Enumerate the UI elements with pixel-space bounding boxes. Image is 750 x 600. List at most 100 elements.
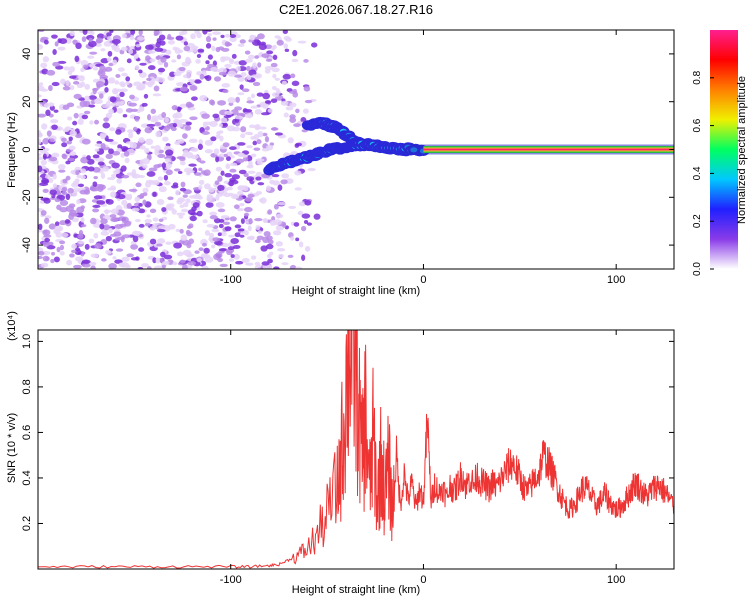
spectrogram-noise-cell xyxy=(271,174,280,178)
spectrogram-noise-cell xyxy=(69,30,75,37)
spectrogram-noise-cell xyxy=(48,223,57,230)
spectrogram-noise-cell xyxy=(233,244,241,250)
spectrogram-noise-cell xyxy=(79,100,88,108)
spectrogram-noise-cell xyxy=(84,243,90,250)
spectrogram-noise-cell xyxy=(237,92,245,96)
spectrogram-noise-cell xyxy=(208,237,214,242)
spectrogram-noise-cell xyxy=(215,46,221,53)
spectrogram-noise-cell xyxy=(234,232,241,238)
spectrogram-noise-cell xyxy=(146,171,156,177)
spectrogram-noise-cell xyxy=(263,231,271,237)
spectrogram-noise-cell xyxy=(230,238,240,244)
spectrogram-noise-cell xyxy=(267,108,273,113)
spectrogram-noise-cell xyxy=(81,259,91,264)
spectrogram-noise-cell xyxy=(303,219,309,224)
spectrogram-noise-cell xyxy=(192,202,200,208)
spectrogram-noise-cell xyxy=(217,100,227,106)
spectrogram-noise-cell xyxy=(84,95,90,101)
spectrogram-noise-cell xyxy=(255,176,262,181)
spectrogram-noise-cell xyxy=(202,219,208,224)
spectrogram-noise-cell xyxy=(260,41,266,46)
spectrogram-noise-cell xyxy=(244,50,251,55)
spectrogram-noise-cell xyxy=(41,123,48,130)
spectrogram-noise-cell xyxy=(165,169,173,176)
spectrogram-noise-cell xyxy=(148,167,158,172)
spectrogram-noise-cell xyxy=(188,223,194,229)
spectrogram-noise-cell xyxy=(92,67,99,71)
snr-xtick-label: 100 xyxy=(607,574,625,586)
spectrogram-noise-cell xyxy=(225,163,231,170)
spectrogram-noise-cell xyxy=(269,179,275,185)
spectrogram-image xyxy=(38,30,674,269)
spectrogram-noise-cell xyxy=(194,250,200,254)
spectrogram-noise-cell xyxy=(246,145,253,149)
spectrogram-noise-cell xyxy=(251,39,261,46)
spectrogram-noise-cell xyxy=(270,127,279,131)
spectrogram-noise-cell xyxy=(45,109,51,117)
spectrogram-noise-cell xyxy=(69,75,77,79)
spectrogram-noise-cell xyxy=(138,223,145,228)
spectrogram-noise-cell xyxy=(144,222,151,227)
spectrogram-noise-cell xyxy=(121,216,129,224)
spectrogram-noise-cell xyxy=(105,235,112,242)
spectrogram-noise-cell xyxy=(126,129,134,134)
spectrogram-noise-cell xyxy=(302,108,309,114)
spectrogram-noise-cell xyxy=(212,113,220,119)
spectrogram-noise-cell xyxy=(90,187,100,192)
spectrogram-noise-cell xyxy=(88,238,95,244)
spectrogram-noise-cell xyxy=(109,30,114,34)
spectrogram-noise-cell xyxy=(234,224,242,229)
spectrogram-noise-cell xyxy=(183,45,191,52)
spectrogram-noise-cell xyxy=(131,207,140,212)
spectrogram-noise-cell xyxy=(121,33,128,39)
spectrogram-noise-cell xyxy=(288,90,298,94)
spectrogram-noise-cell xyxy=(122,114,128,118)
spectrogram-noise-cell xyxy=(38,82,44,87)
spectrogram-noise-cell xyxy=(265,185,272,192)
spectrogram-noise-cell xyxy=(61,187,68,192)
spectrogram-noise-cell xyxy=(105,101,111,108)
spectrogram-noise-cell xyxy=(130,243,139,250)
spectrogram-noise-cell xyxy=(248,160,253,168)
spectrogram-noise-cell xyxy=(201,113,210,119)
spectrogram-noise-cell xyxy=(173,168,181,172)
spectrogram-noise-cell xyxy=(108,148,114,155)
spectrogram-noise-cell xyxy=(304,245,311,252)
spectrogram-noise-cell xyxy=(275,213,284,219)
spectrogram-noise-cell xyxy=(243,109,253,113)
spectrogram-noise-cell xyxy=(259,126,267,130)
spectrogram-ytick-label: 0 xyxy=(21,146,33,152)
spectrogram-noise-cell xyxy=(120,88,128,93)
spectrogram-noise-cell xyxy=(179,228,184,234)
spectrogram-noise-cell xyxy=(93,195,103,200)
spectrogram-noise-cell xyxy=(104,86,109,93)
spectrogram-noise-cell xyxy=(269,142,275,146)
spectrogram-noise-cell xyxy=(212,31,222,36)
spectrogram-noise-cell xyxy=(121,174,130,179)
spectrogram-noise-cell xyxy=(182,74,192,79)
spectrogram-noise-cell xyxy=(209,215,218,220)
spectrogram-noise-cell xyxy=(75,133,83,139)
spectrogram-noise-cell xyxy=(76,83,84,89)
spectrogram-noise-cell xyxy=(289,117,297,123)
spectrogram-noise-cell xyxy=(139,62,147,66)
spectrogram-noise-cell xyxy=(80,67,85,73)
spectrogram-noise-cell xyxy=(217,184,225,192)
spectrogram-noise-cell xyxy=(268,251,274,256)
spectrogram-noise-cell xyxy=(266,264,273,269)
spectrogram-noise-cell xyxy=(106,35,112,41)
spectrogram-noise-cell xyxy=(141,102,148,107)
spectrogram-noise-cell xyxy=(108,62,114,67)
spectrogram-noise-cell xyxy=(298,241,304,248)
spectrogram-noise-cell xyxy=(117,194,126,200)
spectrogram-noise-cell xyxy=(175,35,184,41)
spectrogram-noise-cell xyxy=(198,139,204,145)
spectrogram-noise-cell xyxy=(158,225,167,229)
spectrogram-noise-cell xyxy=(38,85,45,92)
spectrogram-noise-cell xyxy=(179,187,187,192)
spectrogram-noise-cell xyxy=(42,241,50,247)
spectrogram-noise-cell xyxy=(222,89,229,94)
spectrogram-noise-cell xyxy=(105,153,113,160)
spectrogram-noise-cell xyxy=(280,179,288,185)
spectrogram-noise-cell xyxy=(94,119,100,125)
